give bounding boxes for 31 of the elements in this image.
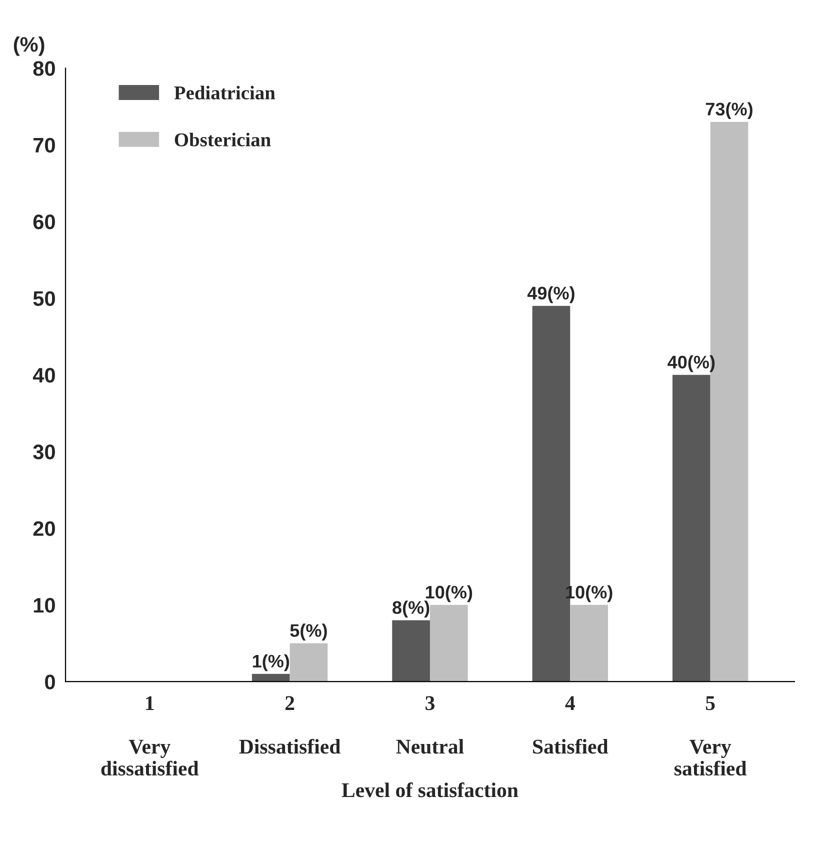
bar [430, 604, 468, 682]
category-label: 5 Very satisfied [674, 696, 747, 776]
y-tick-label: 10 [34, 598, 55, 613]
legend-label: Pediatrician [174, 86, 276, 100]
data-label: 8(%) [392, 600, 430, 618]
data-label: 73(%) [706, 102, 752, 120]
bar [570, 604, 608, 682]
bar [392, 620, 430, 682]
y-axis-title: (%) [14, 36, 44, 56]
legend-label: Obsterician [174, 132, 271, 146]
data-label: 40(%) [668, 355, 715, 372]
y-tick-label: 80 [33, 61, 55, 76]
y-tick-label: 60 [33, 214, 55, 230]
category-label: 1 Very dissatisfied [101, 696, 199, 776]
category-label: 2 Dissatisfied [239, 696, 340, 754]
y-tick-label: 20 [33, 521, 55, 536]
bar [672, 374, 710, 682]
y-tick-label: 30 [33, 444, 55, 460]
y-tick-label: 70 [34, 138, 55, 153]
y-tick-label: 40 [32, 368, 55, 383]
data-label: 10(%) [426, 585, 472, 602]
y-tick-label: 50 [33, 291, 55, 306]
bar [290, 643, 328, 682]
category-label: 4 Satisfied [533, 696, 608, 754]
data-label: 49(%) [527, 286, 574, 304]
category-label: 3 Neutral [396, 696, 464, 754]
data-label: 5(%) [290, 624, 327, 640]
data-label: 1(%) [252, 654, 290, 672]
y-tick-label: 0 [45, 674, 55, 690]
bar [252, 674, 290, 682]
x-axis-title: Level of satisfaction [342, 782, 518, 798]
